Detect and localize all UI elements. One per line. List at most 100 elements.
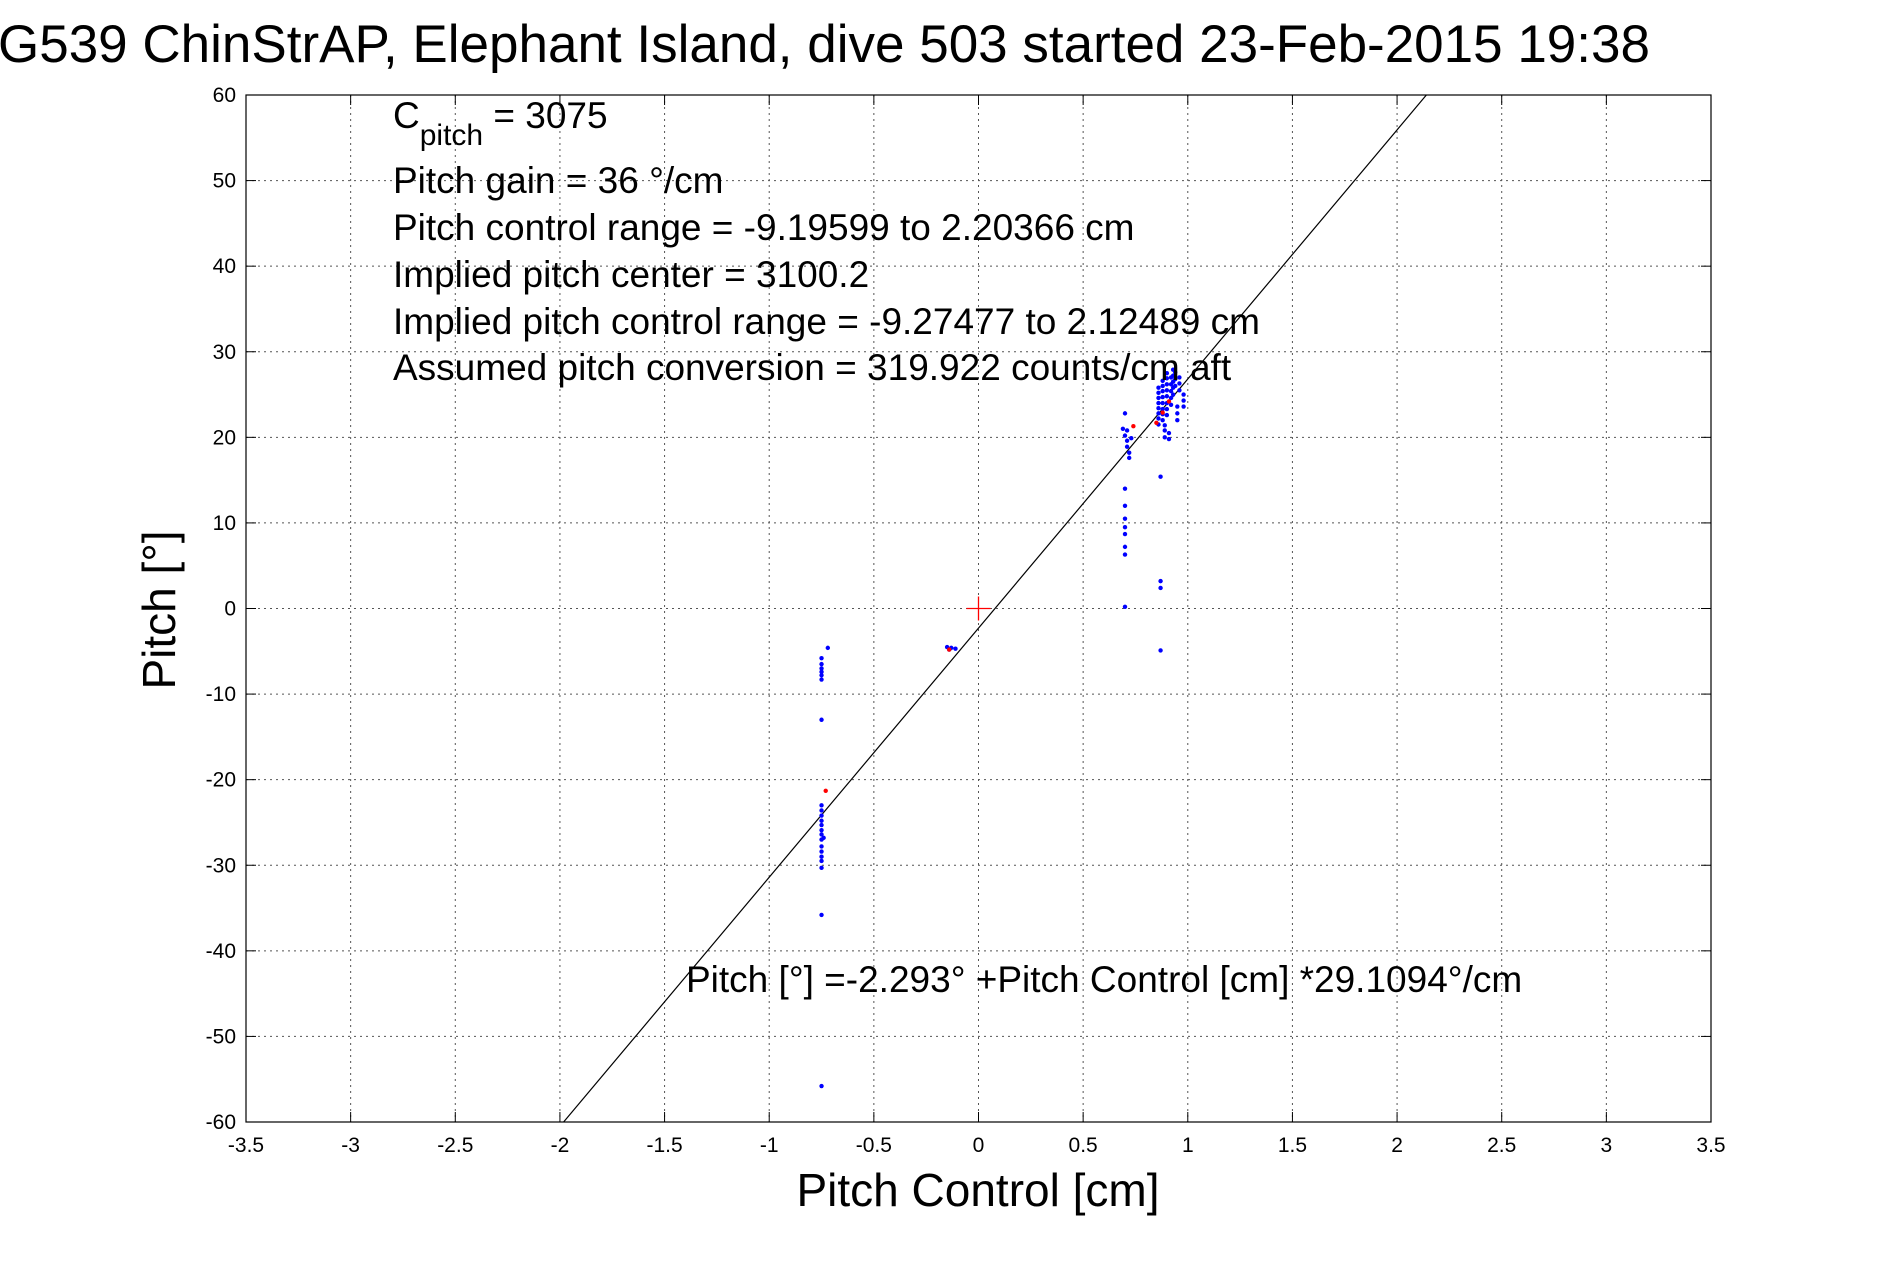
- data-point-blue: [1164, 376, 1170, 381]
- annotation-pitch-gain: Pitch gain = 36 °/cm: [393, 160, 724, 201]
- x-tick-label: 3.5: [1696, 1134, 1725, 1157]
- data-point-blue: [1181, 398, 1186, 403]
- data-point-blue: [1160, 406, 1165, 412]
- x-tick-label: 2: [1391, 1134, 1403, 1157]
- data-point-blue: [1162, 428, 1167, 433]
- data-point-blue: [819, 844, 824, 849]
- x-tick-label: -3.5: [228, 1134, 264, 1157]
- y-tick-label: 20: [213, 426, 236, 449]
- data-point-blue: [1129, 435, 1134, 441]
- data-point-blue: [1158, 474, 1163, 479]
- data-point-blue: [1124, 438, 1130, 443]
- data-point-blue: [1122, 552, 1128, 557]
- data-point-red: [1160, 410, 1165, 415]
- y-tick-label: -10: [206, 683, 236, 706]
- y-tick-label: 10: [213, 512, 236, 535]
- data-point-blue: [1156, 395, 1161, 401]
- data-point-blue: [1181, 404, 1186, 409]
- data-point-blue: [1156, 385, 1161, 390]
- chart-title: G539 ChinStrAP, Elephant Island, dive 50…: [0, 15, 1650, 74]
- data-point-blue: [1177, 375, 1182, 380]
- data-point-blue: [819, 669, 824, 675]
- data-point-red: [823, 788, 828, 793]
- y-tick-label: 40: [213, 255, 236, 278]
- data-point-blue: [1160, 394, 1165, 400]
- data-point-blue: [1122, 433, 1128, 438]
- data-point-blue: [819, 803, 824, 808]
- data-point-blue: [1160, 383, 1165, 389]
- data-point-blue: [1158, 585, 1163, 591]
- data-point-blue: [1156, 400, 1161, 406]
- data-point-blue: [819, 813, 824, 818]
- data-point-blue: [1168, 395, 1174, 401]
- data-point-blue: [1122, 411, 1128, 416]
- data-point-blue: [1164, 394, 1170, 399]
- data-point-blue: [1164, 412, 1170, 418]
- fit-line: [563, 94, 1427, 1123]
- data-point-blue: [1120, 426, 1126, 431]
- x-tick-label: 1: [1182, 1134, 1194, 1157]
- data-point-blue: [1175, 404, 1180, 409]
- y-tick-label: -20: [206, 769, 236, 792]
- data-points: [819, 367, 1186, 1089]
- data-point-blue: [1162, 435, 1167, 440]
- c-pitch-symbol: C: [393, 95, 420, 136]
- data-point-blue: [1164, 370, 1170, 376]
- x-tick-label: 3: [1601, 1134, 1613, 1157]
- data-point-blue: [819, 808, 824, 813]
- data-point-blue: [1160, 418, 1165, 423]
- data-point-blue: [1175, 411, 1180, 416]
- data-point-blue: [1122, 503, 1128, 508]
- annotation-assumed-conversion: Assumed pitch conversion = 319.922 count…: [393, 347, 1232, 388]
- data-point-blue: [1173, 376, 1178, 382]
- data-point-blue: [819, 717, 824, 722]
- x-tick-label: -3: [341, 1134, 360, 1157]
- data-point-blue: [825, 645, 831, 651]
- data-point-blue: [1175, 418, 1180, 423]
- tick-labels: -3.5 -3 -2.5 -2 -1.5 -1 -0.5 0 0.5 1 1.5 2 2.5 3 3.5 -6…: [206, 84, 1726, 1157]
- x-tick-label: 1.5: [1278, 1134, 1307, 1157]
- annotation-implied-center: Implied pitch center = 3100.2: [393, 254, 869, 295]
- data-point-blue: [819, 912, 824, 918]
- y-tick-label: -40: [206, 940, 236, 963]
- center-marker-layer: [966, 596, 991, 621]
- data-point-blue: [1170, 373, 1176, 378]
- data-point-blue: [819, 854, 824, 859]
- data-point-blue: [1126, 455, 1132, 461]
- x-tick-label: -2.5: [437, 1134, 473, 1157]
- x-tick-label: 0: [973, 1134, 985, 1157]
- data-point-blue: [819, 832, 824, 837]
- data-point-blue: [1160, 388, 1165, 394]
- data-point-blue: [819, 858, 824, 864]
- data-point-red: [1154, 420, 1159, 425]
- annotation-block: Cpitch = 3075 Pitch gain = 36 °/cm Pitch…: [393, 95, 1260, 388]
- data-point-blue: [1156, 411, 1161, 416]
- data-point-blue: [1122, 531, 1128, 537]
- fit-equation: Pitch [°] =-2.293° +Pitch Control [cm] *…: [686, 959, 1522, 1000]
- data-point-blue: [1124, 428, 1130, 433]
- data-point-blue: [1122, 516, 1128, 521]
- data-point-blue: [1168, 388, 1174, 394]
- data-point-blue: [819, 822, 824, 828]
- y-tick-label: 60: [213, 84, 236, 107]
- data-point-blue: [1162, 423, 1167, 428]
- x-tick-label: 0.5: [1069, 1134, 1098, 1157]
- data-point-blue: [953, 646, 958, 651]
- c-pitch-subscript: pitch: [420, 119, 483, 152]
- data-point-blue: [1160, 400, 1165, 406]
- data-point-blue: [1168, 402, 1174, 408]
- data-point-blue: [1160, 378, 1165, 384]
- data-point-blue: [819, 655, 824, 661]
- annotation-pitch-control-range: Pitch control range = -9.19599 to 2.2036…: [393, 207, 1135, 248]
- x-tick-label: -1.5: [646, 1134, 682, 1157]
- data-point-blue: [1166, 436, 1172, 442]
- y-tick-label: -60: [206, 1111, 236, 1134]
- x-tick-label: 2.5: [1487, 1134, 1516, 1157]
- data-point-blue: [1122, 524, 1128, 530]
- data-point-blue: [1156, 406, 1161, 411]
- x-tick-label: -1: [760, 1134, 779, 1157]
- data-point-blue: [819, 666, 824, 671]
- x-tick-label: -0.5: [856, 1134, 892, 1157]
